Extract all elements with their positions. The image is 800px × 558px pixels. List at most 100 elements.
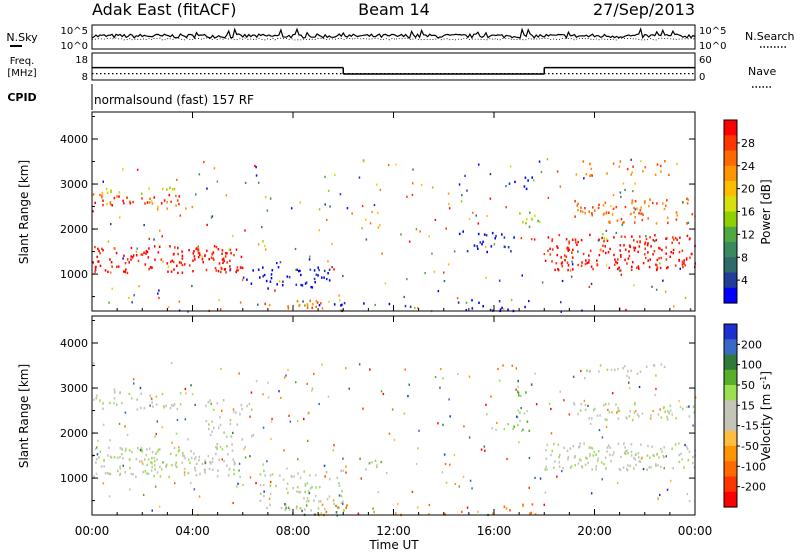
power-cell [246,278,248,281]
power-cell [310,285,312,289]
velocity-cell [391,408,394,411]
velocity-cell [615,403,617,406]
velocity-cell [155,432,157,436]
velocity-cell [517,385,519,388]
velocity-cell [443,453,446,456]
power-cell [519,212,521,215]
power-cell [530,238,533,241]
power-cell [324,175,326,178]
power-cell [620,235,623,238]
power-cell [572,268,574,271]
power-cell [229,269,231,272]
velocity-cell [587,461,589,465]
power-cell [361,227,363,230]
velocity-cell [311,387,314,390]
velocity-cell [211,457,214,460]
velocity-cell [156,458,158,461]
power-cell [136,247,138,250]
velocity-cell [117,469,119,473]
velocity-cell [128,392,131,396]
velocity-cell [324,507,326,511]
power-cell [175,194,177,198]
power-cell [567,264,570,267]
velocity-cell [147,458,150,461]
velocity-cell [219,423,222,427]
power-cell [585,259,587,262]
velocity-cell [285,506,287,510]
velocity-cell [304,490,307,493]
velocity-cell [162,405,165,408]
power-cell [222,257,225,260]
power-cell [448,202,450,205]
velocity-cell [631,418,634,422]
velocity-cell [659,408,661,411]
velocity-cell [634,410,637,413]
velocity-cell [190,384,192,387]
power-cell [507,246,510,249]
velocity-cell [181,461,183,464]
power-cell [645,237,648,241]
power-cell [563,254,566,257]
power-cell [613,263,616,266]
power-cell [589,233,591,237]
power-cell [642,261,645,265]
freq-label: Freq. [10,56,35,67]
power-cell [681,263,684,266]
power-cell [641,218,644,222]
power-cell [173,252,175,256]
power-cell [623,221,625,224]
velocity-cell [458,485,461,488]
power-cell [148,268,150,271]
power-cell [633,206,635,210]
nsky-series [91,26,696,40]
power-colorbar-tick-label: 24 [741,160,755,173]
power-cell [140,253,143,256]
power-cell [294,268,297,271]
power-cell [137,259,140,263]
power-cell [259,276,261,279]
velocity-cell [617,409,619,413]
velocity-cell [342,469,345,472]
velocity-cell [154,464,156,467]
power-colorbar-bin [724,196,737,213]
velocity-cell [102,482,105,485]
power-colorbar-bin [724,257,737,274]
velocity-cell [654,393,656,397]
velocity-cell [626,449,628,452]
velocity-cell [628,381,630,384]
velocity-cell [233,472,235,476]
power-cell [242,276,245,279]
power-cell [655,238,658,242]
power-cell [298,303,301,307]
power-cell [659,266,662,270]
velocity-cell [480,448,483,451]
velocity-cell [161,392,164,396]
power-cell [222,261,224,265]
velocity-cell [209,399,211,402]
power-cell [97,247,99,251]
velocity-cell [660,447,662,451]
power-cell [644,247,646,250]
velocity-cell [380,460,383,464]
velocity-cell [124,411,127,414]
power-cell [235,270,237,274]
velocity-cell [628,376,630,379]
velocity-cell [688,450,691,453]
power-cell [311,303,314,306]
velocity-cell [259,473,262,476]
power-cell [624,188,626,191]
velocity-cell [296,486,299,489]
velocity-cell [233,468,235,472]
power-cell [445,227,447,230]
velocity-cell [93,475,95,478]
power-cell [318,229,320,232]
velocity-cell [310,509,312,512]
power-cell [643,201,646,205]
power-colorbar-bin [724,226,737,243]
velocity-cell [342,502,344,506]
power-cell [546,158,549,161]
velocity-cell [308,411,310,414]
velocity-cell [600,461,603,464]
power-cell [643,253,646,256]
